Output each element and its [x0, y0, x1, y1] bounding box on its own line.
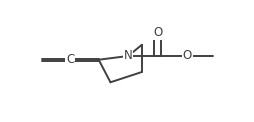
- Text: C: C: [66, 53, 74, 66]
- Text: O: O: [153, 26, 162, 39]
- Text: O: O: [183, 50, 192, 62]
- Text: N: N: [124, 50, 133, 62]
